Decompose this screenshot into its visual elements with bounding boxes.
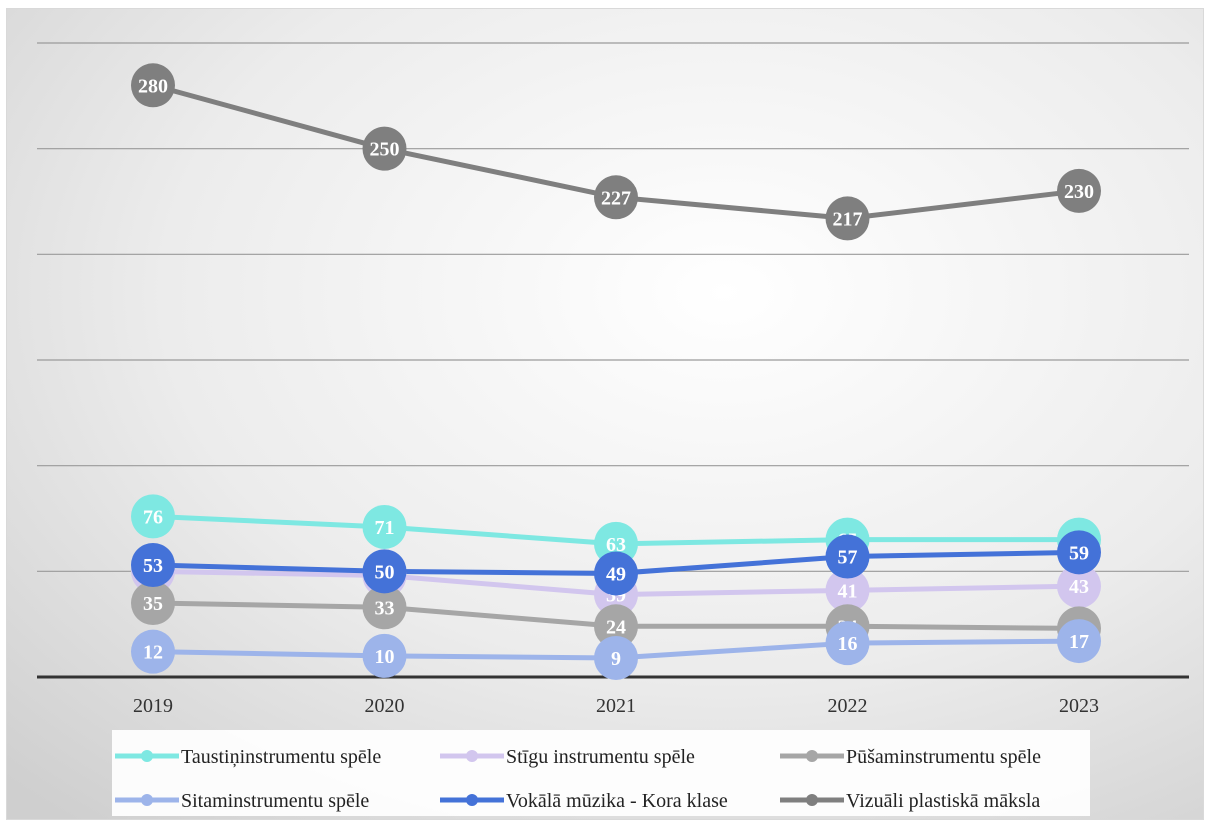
data-point	[825, 196, 870, 241]
data-point	[594, 604, 638, 649]
legend-label: Pūšaminstrumentu spēle	[846, 746, 1041, 768]
legend-label: Vizuāli plastiskā māksla	[846, 790, 1040, 812]
data-label: 49	[606, 563, 626, 585]
data-point	[825, 621, 870, 666]
data-point	[594, 175, 638, 220]
legend-item: Sitaminstrumentu spēle	[115, 790, 369, 812]
legend-marker	[806, 750, 818, 762]
data-label: 59	[1069, 542, 1089, 564]
data-point	[362, 633, 407, 678]
data-label: 217	[833, 208, 863, 230]
legend-item: Taustiņinstrumentu spēle	[115, 746, 381, 768]
legend-marker	[141, 750, 153, 762]
data-point	[1057, 530, 1101, 575]
x-tick-label: 2022	[828, 695, 868, 717]
x-tick-label: 2020	[365, 695, 405, 717]
legend-item: Pūšaminstrumentu spēle	[780, 746, 1041, 768]
data-point	[594, 635, 638, 680]
data-point	[1057, 564, 1101, 609]
data-point	[131, 581, 175, 626]
data-label: 227	[601, 187, 631, 209]
data-label: 57	[838, 547, 858, 569]
data-label: 35	[143, 593, 163, 615]
data-point	[1057, 619, 1101, 664]
chart-frame	[6, 8, 1204, 820]
series-markers: 7671636565504839414335332424231210916175…	[131, 63, 1101, 680]
data-point	[131, 542, 175, 587]
legend-label: Sitaminstrumentu spēle	[181, 790, 369, 812]
data-point	[825, 534, 870, 579]
data-point	[1057, 168, 1101, 213]
data-label: 71	[375, 517, 395, 539]
data-label: 230	[1064, 181, 1094, 203]
data-label: 12	[143, 642, 163, 664]
data-label: 53	[143, 555, 163, 577]
legend: Taustiņinstrumentu spēle Stīgu instrument…	[112, 730, 1090, 816]
legend-marker	[806, 794, 818, 806]
data-label: 17	[1069, 631, 1089, 653]
legend-box	[112, 730, 1090, 816]
data-label: 50	[375, 561, 395, 583]
data-point	[362, 549, 407, 594]
legend-marker	[141, 794, 153, 806]
data-point	[362, 585, 407, 630]
data-label: 33	[375, 597, 395, 619]
x-tick-label: 2021	[596, 695, 636, 717]
data-point	[362, 504, 407, 549]
plot-background	[7, 9, 1203, 819]
x-tick-label: 2023	[1059, 695, 1099, 717]
series-layer: 7671636565504839414335332424231210916175…	[131, 63, 1101, 680]
data-point	[362, 126, 407, 171]
data-label: 9	[611, 648, 621, 670]
legend-item: Stīgu instrumentu spēle	[440, 746, 695, 768]
data-label: 43	[1069, 576, 1089, 598]
legend-item: Vizuāli plastiskā māksla	[780, 790, 1040, 812]
legend-item: Vokālā mūzika - Kora klase	[440, 790, 728, 812]
data-label: 16	[838, 633, 858, 655]
legend-label: Stīgu instrumentu spēle	[506, 746, 695, 768]
legend-marker	[466, 750, 478, 762]
data-point	[131, 629, 175, 674]
data-label: 250	[370, 139, 400, 161]
data-label: 76	[143, 506, 163, 528]
data-label: 63	[606, 534, 626, 556]
data-label: 24	[606, 616, 626, 638]
data-label: 280	[138, 75, 168, 97]
legend-label: Taustiņinstrumentu spēle	[181, 746, 381, 768]
x-tick-label: 2019	[133, 695, 173, 717]
legend-marker	[466, 794, 478, 806]
data-point	[131, 494, 175, 539]
data-point	[131, 63, 175, 108]
data-point	[594, 551, 638, 596]
data-point	[825, 568, 870, 613]
data-label: 41	[838, 580, 858, 602]
data-label: 10	[375, 646, 395, 668]
legend-label: Vokālā mūzika - Kora klase	[506, 790, 728, 812]
